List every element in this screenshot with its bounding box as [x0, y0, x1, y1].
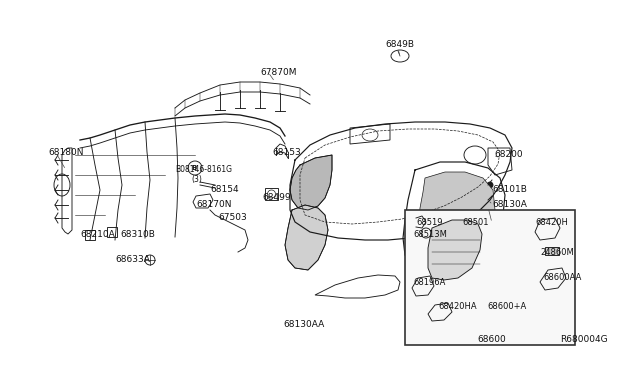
Text: B08146-8161G: B08146-8161G: [175, 165, 232, 174]
Text: 68130AA: 68130AA: [283, 320, 324, 329]
Text: 68154: 68154: [210, 185, 239, 194]
Text: 68153: 68153: [272, 148, 301, 157]
Text: 68101B: 68101B: [492, 185, 527, 194]
Polygon shape: [285, 205, 328, 270]
Text: 6849B: 6849B: [385, 40, 414, 49]
Text: (3): (3): [191, 175, 202, 184]
Text: 68420H: 68420H: [535, 218, 568, 227]
Text: 68600: 68600: [477, 335, 506, 344]
Text: 68501: 68501: [462, 218, 488, 227]
Text: 67503: 67503: [218, 213, 247, 222]
Text: 68420HA: 68420HA: [438, 302, 477, 311]
Text: 68196A: 68196A: [413, 278, 445, 287]
Text: 68210A: 68210A: [80, 230, 115, 239]
Text: 68499: 68499: [262, 193, 291, 202]
Text: 68180N: 68180N: [48, 148, 83, 157]
Text: 68130A: 68130A: [492, 200, 527, 209]
Text: 68633A: 68633A: [115, 255, 150, 264]
Text: 68310B: 68310B: [120, 230, 155, 239]
Polygon shape: [428, 220, 482, 280]
Bar: [405, 210, 575, 345]
Text: 68600AA: 68600AA: [543, 273, 581, 282]
Text: 67870M: 67870M: [260, 68, 296, 77]
Circle shape: [487, 182, 493, 188]
Text: 68170N: 68170N: [196, 200, 232, 209]
Text: 68200: 68200: [494, 150, 523, 159]
Bar: [545, 247, 559, 255]
Text: R680004G: R680004G: [560, 335, 607, 344]
Text: 68600+A: 68600+A: [487, 302, 526, 311]
Text: 68513M: 68513M: [413, 230, 447, 239]
Text: 24860M: 24860M: [540, 248, 573, 257]
Text: B: B: [191, 165, 196, 171]
Polygon shape: [418, 172, 495, 260]
Polygon shape: [290, 155, 332, 210]
Text: 68519: 68519: [416, 218, 442, 227]
